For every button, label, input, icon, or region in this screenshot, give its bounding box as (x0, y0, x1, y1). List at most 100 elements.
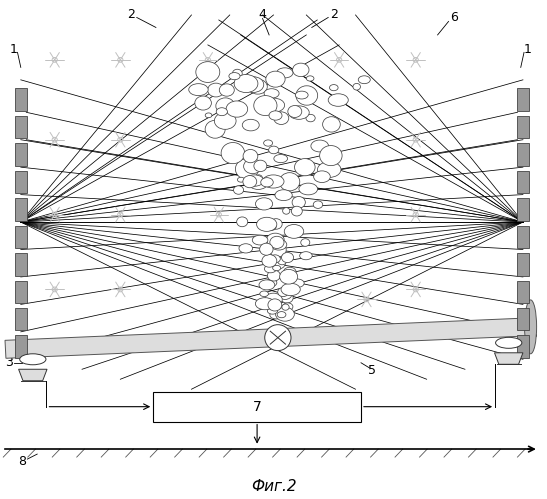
Ellipse shape (269, 111, 282, 120)
Ellipse shape (216, 108, 228, 116)
Ellipse shape (313, 201, 323, 209)
Polygon shape (5, 318, 531, 358)
Ellipse shape (326, 163, 336, 171)
Ellipse shape (306, 114, 315, 122)
Polygon shape (19, 369, 47, 381)
Ellipse shape (271, 239, 287, 250)
Ellipse shape (267, 223, 276, 231)
Ellipse shape (266, 71, 285, 87)
Bar (517, 198, 529, 221)
Ellipse shape (265, 257, 286, 269)
Ellipse shape (262, 254, 277, 267)
Ellipse shape (282, 304, 289, 310)
Ellipse shape (235, 159, 258, 179)
Ellipse shape (257, 217, 277, 232)
Bar (517, 116, 529, 138)
Ellipse shape (205, 113, 212, 118)
Ellipse shape (264, 89, 279, 98)
Ellipse shape (195, 96, 211, 110)
Ellipse shape (288, 105, 302, 117)
Ellipse shape (292, 197, 305, 208)
Text: 8: 8 (18, 455, 26, 468)
Bar (15, 280, 27, 303)
Ellipse shape (242, 119, 259, 131)
Ellipse shape (260, 243, 273, 255)
Ellipse shape (358, 76, 370, 84)
Ellipse shape (270, 255, 281, 263)
Ellipse shape (265, 293, 282, 306)
Ellipse shape (277, 257, 287, 265)
Bar (15, 308, 27, 330)
Ellipse shape (205, 120, 225, 138)
Ellipse shape (301, 239, 310, 247)
Ellipse shape (245, 175, 264, 186)
Ellipse shape (274, 112, 289, 124)
Ellipse shape (294, 159, 315, 176)
Bar (517, 171, 529, 193)
Ellipse shape (243, 159, 261, 174)
Text: 6: 6 (450, 11, 458, 24)
Text: 7: 7 (253, 400, 261, 414)
Ellipse shape (281, 283, 300, 295)
Ellipse shape (328, 94, 348, 106)
Ellipse shape (275, 190, 292, 201)
Bar (517, 280, 529, 303)
Bar (517, 226, 529, 248)
Ellipse shape (278, 288, 292, 299)
Ellipse shape (263, 175, 284, 188)
Ellipse shape (306, 76, 314, 81)
Ellipse shape (205, 68, 212, 74)
Ellipse shape (353, 83, 360, 90)
Ellipse shape (283, 303, 293, 310)
Ellipse shape (269, 146, 279, 154)
Ellipse shape (255, 175, 263, 181)
Ellipse shape (234, 186, 243, 194)
Bar (15, 171, 27, 193)
Ellipse shape (292, 206, 302, 216)
Ellipse shape (272, 265, 281, 270)
Bar (15, 143, 27, 166)
Ellipse shape (243, 149, 258, 163)
Ellipse shape (290, 279, 304, 287)
Ellipse shape (266, 279, 277, 286)
Bar (517, 143, 529, 166)
Ellipse shape (270, 219, 282, 229)
Text: 1: 1 (10, 43, 18, 56)
Ellipse shape (295, 91, 308, 99)
Ellipse shape (252, 235, 268, 245)
Text: 2: 2 (330, 8, 337, 21)
Bar (517, 88, 529, 111)
Ellipse shape (496, 337, 522, 348)
Ellipse shape (221, 143, 245, 164)
Bar (517, 335, 529, 358)
Ellipse shape (525, 300, 537, 354)
Text: 3: 3 (529, 328, 537, 341)
Ellipse shape (293, 63, 309, 77)
Text: 5: 5 (368, 364, 376, 377)
Ellipse shape (278, 287, 289, 296)
Ellipse shape (280, 173, 300, 191)
Ellipse shape (319, 146, 342, 166)
Ellipse shape (283, 208, 290, 214)
Ellipse shape (254, 160, 267, 172)
Ellipse shape (323, 117, 340, 132)
Ellipse shape (281, 292, 293, 303)
Ellipse shape (264, 265, 276, 273)
Ellipse shape (264, 140, 272, 146)
Bar (15, 253, 27, 275)
Ellipse shape (249, 177, 267, 190)
Polygon shape (494, 353, 523, 364)
Bar (517, 253, 529, 275)
Bar (15, 335, 27, 358)
Bar (15, 88, 27, 111)
Ellipse shape (276, 307, 294, 321)
Ellipse shape (196, 62, 220, 82)
Bar (15, 226, 27, 248)
Ellipse shape (277, 68, 293, 78)
Ellipse shape (243, 176, 257, 188)
Ellipse shape (265, 325, 291, 351)
Ellipse shape (20, 354, 46, 365)
Ellipse shape (237, 177, 245, 182)
Ellipse shape (260, 291, 269, 296)
Ellipse shape (289, 106, 309, 119)
